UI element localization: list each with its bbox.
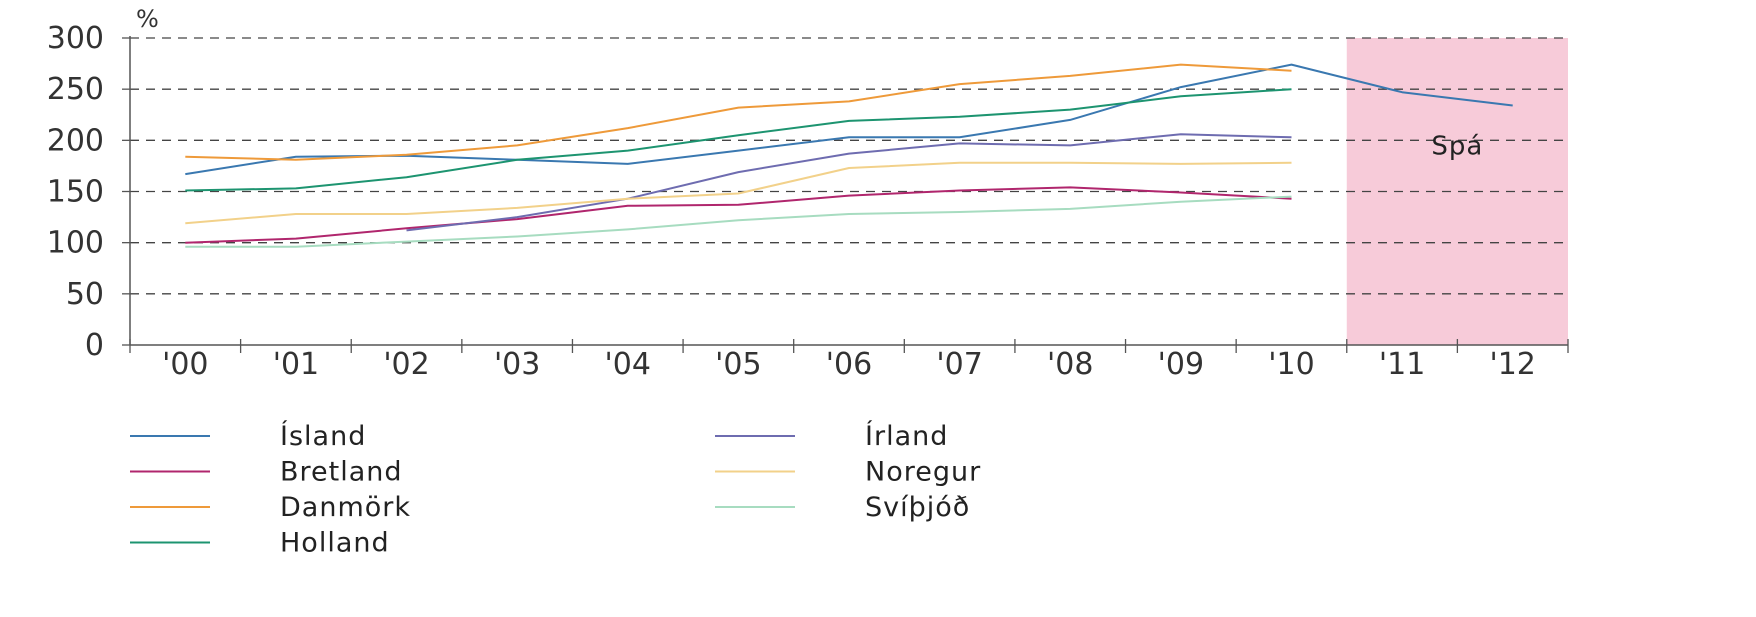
x-tick-label: '02 (383, 347, 429, 382)
x-tick-label: '04 (605, 347, 651, 382)
series-line-svíþjóð (185, 195, 1292, 248)
y-tick-label: 100 (47, 226, 104, 261)
y-tick-label: 250 (47, 72, 104, 107)
y-tick-label: 50 (66, 277, 104, 312)
x-tick-label: '11 (1379, 347, 1425, 382)
legend-label: Ísland (280, 420, 366, 452)
y-tick-label: 300 (47, 21, 104, 56)
y-tick-label: 0 (85, 328, 104, 363)
series-line-holland (185, 88, 1292, 192)
x-tick-label: '03 (494, 347, 540, 382)
x-tick-label: '01 (273, 347, 319, 382)
series-line-danmörk (185, 63, 1292, 161)
series-line-noregur (185, 161, 1292, 225)
y-tick-label: 150 (47, 175, 104, 210)
legend-label: Bretland (280, 457, 403, 488)
x-tick-label: '08 (1047, 347, 1093, 382)
legend-label: Holland (280, 528, 390, 559)
x-tick-label: '00 (162, 347, 208, 382)
x-tick-label: '10 (1268, 347, 1314, 382)
legend-label: Noregur (865, 457, 981, 488)
series-line-írland (406, 133, 1292, 232)
x-tick-label: '12 (1489, 347, 1535, 382)
series-line-ísland (185, 63, 1513, 176)
y-tick-label: 200 (47, 123, 104, 158)
legend-label: Írland (865, 420, 948, 452)
x-tick-label: '05 (715, 347, 761, 382)
y-unit-label: % (136, 5, 159, 33)
series-line-bretland (185, 186, 1292, 244)
legend-label: Svíþjóð (865, 492, 970, 523)
x-tick-label: '09 (1158, 347, 1204, 382)
x-tick-label: '06 (826, 347, 872, 382)
x-tick-label: '07 (936, 347, 982, 382)
forecast-label: Spá (1431, 131, 1483, 161)
legend-label: Danmörk (280, 492, 411, 523)
